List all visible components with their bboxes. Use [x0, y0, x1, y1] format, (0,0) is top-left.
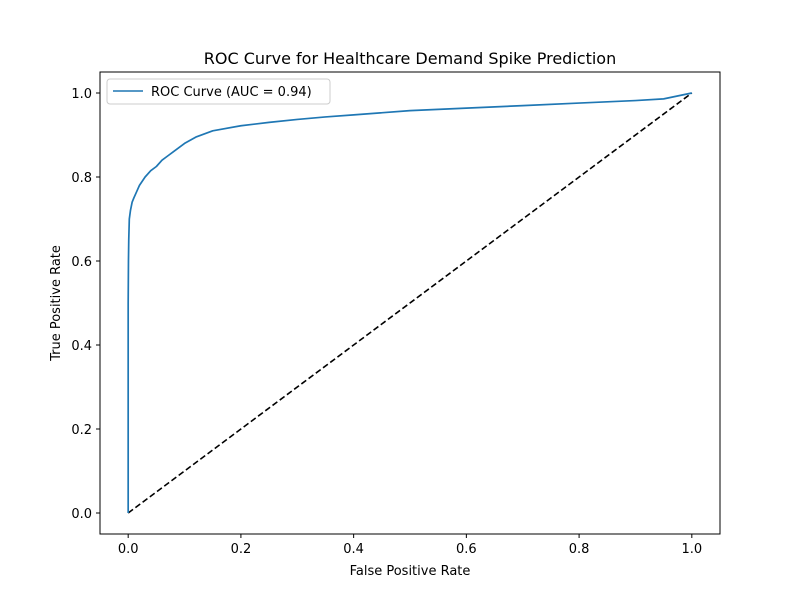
legend-box — [106, 78, 331, 105]
y-tick-label: 0.2 — [71, 423, 92, 438]
y-tick-label: 0.8 — [71, 171, 92, 186]
x-tick-label: 0.2 — [231, 542, 252, 557]
y-axis-label: True Positive Rate — [49, 245, 64, 362]
x-tick-label: 1.0 — [681, 542, 702, 557]
x-tick-label: 0.6 — [456, 542, 477, 557]
tick-layer: 0.0 0.2 0.4 0.6 0.8 1.0 0.0 0.2 0.4 0.6 0.8 1.0 — [71, 87, 702, 557]
legend: ROC Curve (AUC = 0.94) — [106, 78, 331, 105]
x-axis-label: False Positive Rate — [350, 564, 471, 579]
roc-curve-line — [127, 92, 692, 513]
x-tick-label: 0.0 — [118, 542, 139, 557]
series-layer — [127, 92, 693, 514]
legend-label-roc-curve: ROC Curve (AUC = 0.94) — [151, 85, 312, 100]
chart-title: ROC Curve for Healthcare Demand Spike Pr… — [204, 49, 616, 68]
x-tick-label: 0.4 — [343, 542, 364, 557]
x-tick-label: 0.8 — [569, 542, 590, 557]
y-tick-label: 0.4 — [71, 339, 92, 354]
y-tick-label: 0.6 — [71, 255, 92, 270]
y-tick-label: 1.0 — [71, 87, 92, 102]
y-tick-label: 0.0 — [71, 507, 92, 522]
random-classifier-diagonal-line — [127, 92, 693, 514]
plot-area-frame — [99, 71, 721, 535]
